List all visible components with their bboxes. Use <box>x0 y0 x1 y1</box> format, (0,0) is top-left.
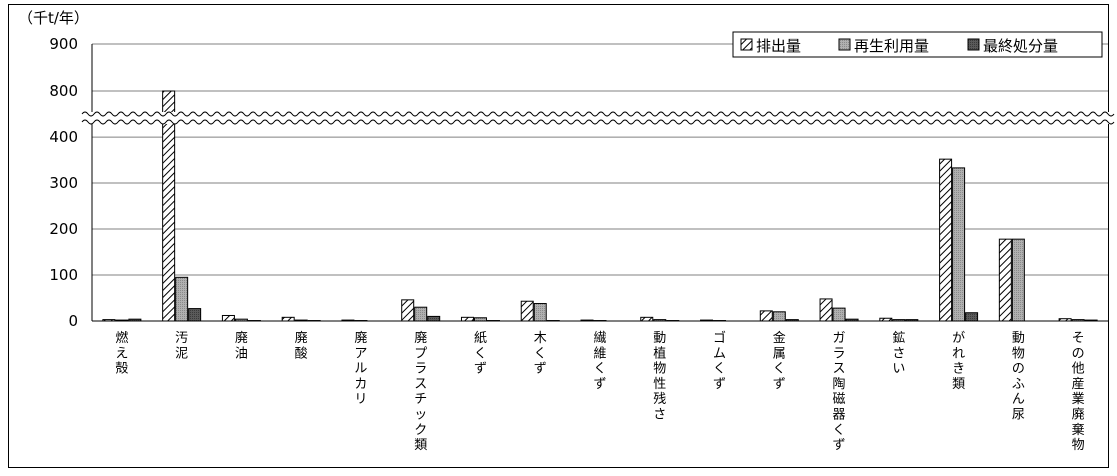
bar <box>1012 239 1024 321</box>
bar <box>282 317 294 321</box>
x-tick-label: 廃酸 <box>295 330 308 361</box>
unit-label: （千t/年） <box>18 9 89 27</box>
x-tick-label: 動物のふん尿 <box>1012 331 1025 423</box>
x-tick-label: その他産業廃棄物 <box>1072 331 1085 453</box>
y-tick-label: 100 <box>49 266 78 284</box>
x-tick-label: 廃アルカリ <box>354 330 367 407</box>
bar <box>999 239 1011 321</box>
y-tick-label: 200 <box>49 220 78 238</box>
bar <box>966 313 978 321</box>
legend-label: 再生利用量 <box>854 37 929 55</box>
bar <box>222 315 234 321</box>
bar <box>428 316 440 321</box>
legend-swatch <box>741 39 752 50</box>
bar <box>189 309 201 321</box>
bar <box>760 311 772 321</box>
bar <box>833 308 845 321</box>
x-tick-label: 金属くず <box>773 330 786 392</box>
x-tick-label: 木くず <box>534 331 547 377</box>
bar <box>820 299 832 321</box>
bar <box>953 168 965 321</box>
legend-label: 排出量 <box>756 37 801 55</box>
x-tick-label: 紙くず <box>474 331 487 377</box>
bar <box>163 91 175 321</box>
bar <box>415 307 427 321</box>
y-tick-label: 900 <box>49 35 78 53</box>
bar <box>461 317 473 321</box>
x-tick-label: 廃プラスチック類 <box>414 330 427 453</box>
bar <box>521 301 533 321</box>
x-tick-label: がれき類 <box>952 331 965 392</box>
x-tick-label: 動植物性残さ <box>653 331 666 423</box>
y-tick-label: 300 <box>49 174 78 192</box>
y-tick-label: 800 <box>49 82 78 100</box>
bar <box>534 304 546 321</box>
x-tick-label: ゴムくず <box>713 330 726 392</box>
bar <box>176 277 188 321</box>
x-tick-label: ガラス陶磁器くず <box>833 331 846 453</box>
x-tick-label: 汚泥 <box>175 331 188 361</box>
x-tick-label: 繊維くず <box>593 330 606 392</box>
x-tick-label: 廃油 <box>235 330 248 361</box>
x-tick-label: 燃え殻 <box>115 330 128 377</box>
bar <box>940 159 952 321</box>
bar <box>402 300 414 321</box>
legend-swatch <box>968 39 979 50</box>
legend-swatch <box>839 39 850 50</box>
legend-label: 最終処分量 <box>983 37 1058 55</box>
bar <box>641 317 653 321</box>
bar <box>773 312 785 321</box>
x-tick-label: 鉱さい <box>892 330 905 377</box>
y-tick-label: 0 <box>68 312 78 330</box>
y-tick-label: 400 <box>49 128 78 146</box>
